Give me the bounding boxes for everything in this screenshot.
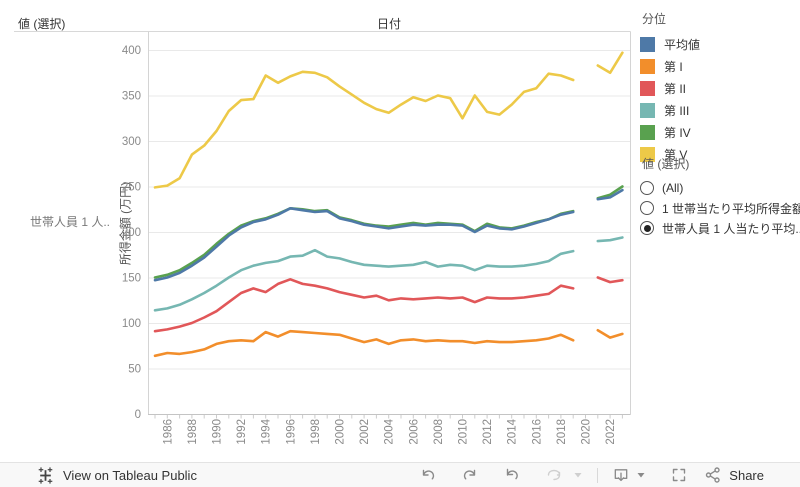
download-icon[interactable] (612, 466, 630, 484)
legend-item[interactable]: 第 II (640, 77, 700, 99)
value-filter: 値 (選択) (All) 1 世帯当たり平均所得金額 世帯人員 1 人当たり平均..… (640, 155, 800, 238)
legend-label: 第 V (664, 147, 688, 162)
legend-swatch (640, 80, 655, 96)
x-tick-label: 2010 (458, 419, 470, 445)
legend-item[interactable]: 第 V (640, 143, 700, 165)
toolbar-actions: Share (419, 466, 800, 484)
legend-swatch (640, 102, 655, 118)
redo-icon[interactable] (461, 466, 479, 484)
legend-label: 第 I (664, 59, 683, 74)
tableau-viz: 値 (選択) 日付 世帯人員 1 人.. 所得金額 (万円) 0 50 100 150… (0, 0, 800, 462)
x-tick-label: 1988 (187, 419, 199, 445)
view-on-tableau-link[interactable]: View on Tableau Public (36, 466, 197, 484)
refresh-caret-icon[interactable] (569, 466, 587, 484)
x-tick-label: 2018 (556, 419, 568, 445)
corner-header: 値 (選択) (18, 17, 66, 31)
tableau-toolbar: View on Tableau Public (0, 462, 800, 487)
x-tick-label: 2006 (408, 419, 420, 445)
x-tick-label: 1990 (212, 419, 224, 445)
series-line-平均値[interactable] (153, 188, 624, 282)
legend-item[interactable]: 第 III (640, 99, 700, 121)
radio-option[interactable]: 世帯人員 1 人当たり平均... (640, 218, 800, 238)
legend-label: 平均値 (664, 37, 701, 52)
legend-swatch (640, 146, 655, 162)
share-label: Share (729, 467, 764, 483)
y-tick-label: 0 (135, 409, 141, 421)
radio-selected-icon[interactable] (640, 221, 654, 235)
legend-item[interactable]: 第 IV (640, 121, 700, 143)
x-tick-label: 1998 (310, 419, 322, 445)
y-tick-label: 100 (122, 318, 141, 330)
legend-label: 第 III (664, 103, 690, 118)
legend-label: 第 II (664, 81, 687, 96)
share-icon (704, 466, 722, 484)
legend-swatch (640, 58, 655, 74)
refresh-icon[interactable] (545, 466, 563, 484)
legend-item[interactable]: 平均値 (640, 33, 700, 55)
x-tick-label: 2020 (581, 419, 593, 445)
x-tick-label: 1994 (261, 418, 273, 444)
radio-label: (All) (662, 181, 684, 195)
x-tick-label: 2008 (433, 419, 445, 445)
series-line-第 II[interactable] (153, 276, 624, 333)
share-button[interactable]: Share (704, 466, 764, 484)
x-tick-label: 2002 (359, 419, 371, 445)
toolbar-divider (597, 467, 599, 483)
radio-unselected-icon[interactable] (640, 181, 654, 195)
legend-swatch (640, 36, 655, 52)
y-tick-label: 300 (122, 136, 141, 148)
x-tick-label: 1986 (162, 419, 174, 445)
radio-unselected-icon[interactable] (640, 201, 654, 215)
view-on-tableau-label[interactable]: View on Tableau Public (63, 467, 197, 483)
y-tick-label: 150 (122, 273, 141, 285)
series-line-第 I[interactable] (153, 329, 624, 358)
fullscreen-icon[interactable] (670, 466, 688, 484)
date-column-header: 日付 (376, 17, 401, 31)
radio-label: 1 世帯当たり平均所得金額 (662, 201, 800, 216)
x-tick-label: 2004 (384, 418, 396, 444)
y-tick-label: 400 (122, 45, 141, 57)
y-tick-label: 200 (122, 227, 141, 239)
x-tick-label: 2014 (507, 418, 519, 444)
row-label: 世帯人員 1 人.. (30, 215, 111, 229)
x-tick-label: 2016 (531, 419, 543, 445)
legend-title: 分位 (642, 12, 667, 26)
legend: 分位 平均値第 I 第 II 第 III 第 IV 第 V (640, 10, 700, 165)
line-chart[interactable]: 0 50 100 150 200 250 300 350 400 1986 1988 1990 1992… (0, 0, 640, 462)
x-tick-label: 1992 (236, 419, 248, 445)
right-panel: 分位 平均値第 I 第 II 第 III 第 IV 第 V 値 (選択) (All) 1 … (638, 0, 800, 462)
x-tick-label: 2022 (605, 419, 617, 445)
legend-item[interactable]: 第 I (640, 55, 700, 77)
radio-option[interactable]: 1 世帯当たり平均所得金額 (640, 198, 800, 218)
x-tick-label: 1996 (285, 419, 297, 445)
legend-label: 第 IV (664, 125, 691, 140)
y-tick-label: 250 (122, 182, 141, 194)
x-tick-label: 2012 (482, 419, 494, 445)
filter-title: 値 (選択) (642, 157, 690, 171)
reset-icon[interactable] (503, 466, 521, 484)
x-tick-label: 2000 (335, 419, 347, 445)
radio-label: 世帯人員 1 人当たり平均... (662, 221, 800, 236)
download-caret-icon[interactable] (632, 466, 650, 484)
undo-icon[interactable] (419, 466, 437, 484)
series-line-第 III[interactable] (153, 236, 624, 312)
y-tick-label: 350 (122, 91, 141, 103)
series-line-第 V[interactable] (153, 51, 624, 189)
y-tick-label: 50 (128, 364, 141, 376)
tableau-logo-icon (36, 466, 54, 484)
radio-option[interactable]: (All) (640, 178, 800, 198)
legend-swatch (640, 124, 655, 140)
